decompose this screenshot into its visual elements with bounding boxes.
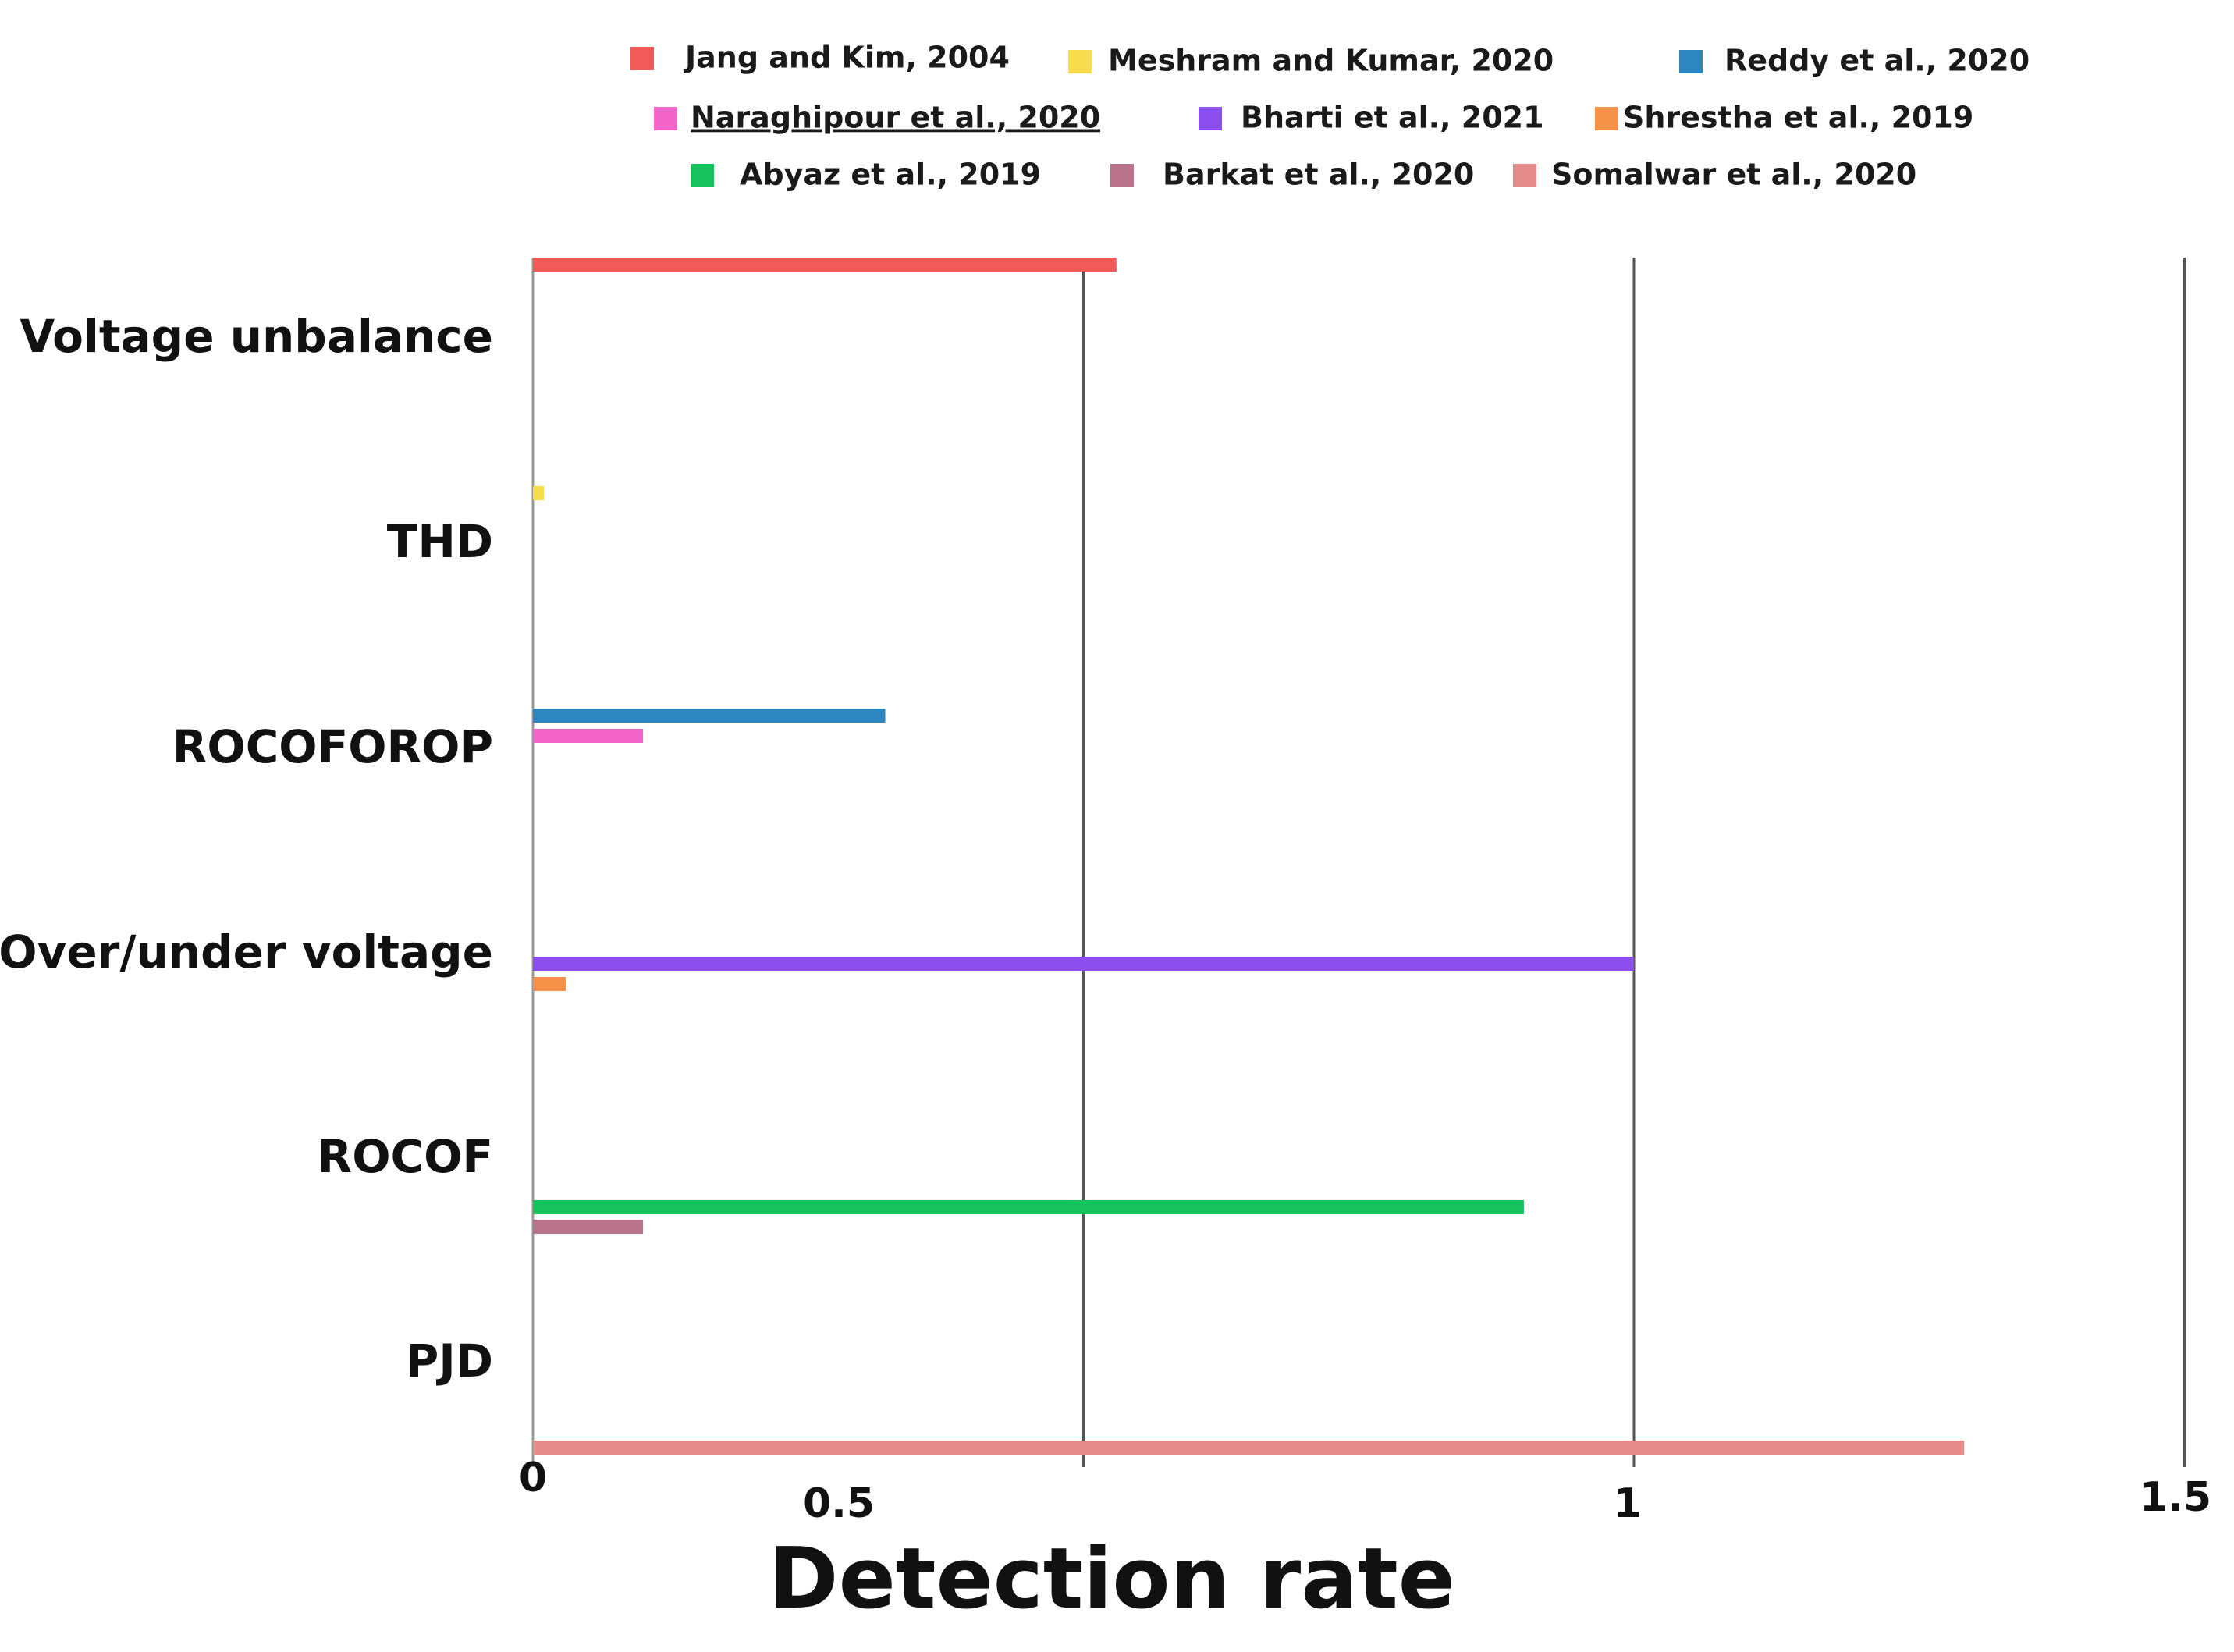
x-axis-title: Detection rate xyxy=(769,1530,1455,1628)
legend-label-meshram-and-kumar-2020: Meshram and Kumar, 2020 xyxy=(1108,44,1554,78)
legend-label-reddy-et-al-2020: Reddy et al., 2020 xyxy=(1724,44,2030,78)
bar-meshram-and-kumar-2020 xyxy=(533,486,545,500)
legend-swatch-bharti-et-al-2021 xyxy=(1199,107,1222,130)
legend-swatch-reddy-et-al-2020 xyxy=(1679,50,1703,73)
bar-jang-and-kim-2004 xyxy=(533,258,1117,272)
x-tick-1-5: 1.5 xyxy=(2140,1474,2211,1521)
legend-swatch-somalwar-et-al-2020 xyxy=(1513,164,1536,187)
x-tick-0-5: 0.5 xyxy=(803,1480,875,1527)
bar-somalwar-et-al-2020 xyxy=(533,1441,1965,1455)
legend-label-bharti-et-al-2021: Bharti et al., 2021 xyxy=(1241,101,1544,135)
gridlines xyxy=(1082,258,2186,1467)
category-label-thd: THD xyxy=(387,515,493,568)
bar-naraghipour-et-al-2020 xyxy=(533,729,644,743)
category-label-voltage-unbalance: Voltage unbalance xyxy=(20,310,493,363)
x-tick-0: 0 xyxy=(519,1455,547,1501)
legend-label-naraghipour-et-al-2020: Naraghipour et al., 2020 xyxy=(691,101,1100,135)
legend-swatch-meshram-and-kumar-2020 xyxy=(1068,50,1092,73)
legend-swatch-shrestha-et-al-2019 xyxy=(1595,107,1618,130)
legend-swatch-naraghipour-et-al-2020 xyxy=(654,107,677,130)
category-label-over-under-voltage: Over/under voltage xyxy=(0,925,493,979)
legend-label-jang-and-kim-2004: Jang and Kim, 2004 xyxy=(683,41,1010,75)
bar-reddy-et-al-2020 xyxy=(533,709,886,723)
legend-label-abyaz-et-al-2019: Abyaz et al., 2019 xyxy=(740,158,1041,192)
legend-swatch-barkat-et-al-2020 xyxy=(1110,164,1134,187)
bar-abyaz-et-al-2019 xyxy=(533,1200,1524,1214)
legend-label-barkat-et-al-2020: Barkat et al., 2020 xyxy=(1163,158,1474,192)
legend-label-shrestha-et-al-2019: Shrestha et al., 2019 xyxy=(1623,101,1973,135)
legend-swatch-abyaz-et-al-2019 xyxy=(691,164,714,187)
bar-bharti-et-al-2021 xyxy=(533,957,1634,971)
legend-swatch-jang-and-kim-2004 xyxy=(630,47,654,70)
legend: Jang and Kim, 2004 Meshram and Kumar, 202… xyxy=(630,41,2030,192)
category-labels: Voltage unbalance THD ROCOFOROP Over/under … xyxy=(0,310,493,1387)
category-label-pjd: PJD xyxy=(406,1334,493,1387)
x-tick-1: 1 xyxy=(1614,1480,1642,1527)
bars xyxy=(533,258,1965,1455)
category-label-rocoforop: ROCOFOROP xyxy=(172,720,493,773)
bar-shrestha-et-al-2019 xyxy=(533,977,566,991)
bar-barkat-et-al-2020 xyxy=(533,1220,644,1234)
legend-label-somalwar-et-al-2020: Somalwar et al., 2020 xyxy=(1551,158,1916,192)
category-label-rocof: ROCOF xyxy=(318,1130,493,1183)
x-tick-labels: 0 0.5 1 1.5 xyxy=(519,1455,2211,1527)
